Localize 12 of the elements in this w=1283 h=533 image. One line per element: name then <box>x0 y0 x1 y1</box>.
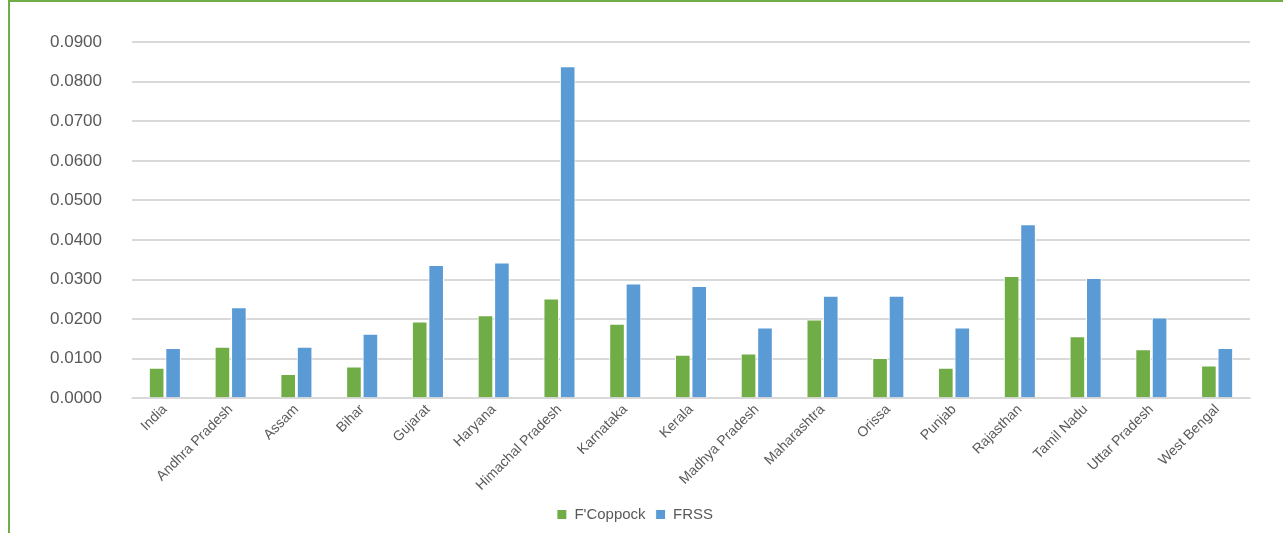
y-tick-label: 0.0900 <box>50 31 102 51</box>
y-tick-label: 0.0700 <box>50 111 102 131</box>
legend-label: FRSS <box>673 504 714 522</box>
y-tick-label: 0.0300 <box>50 269 102 289</box>
y-tick-label: 0.0500 <box>50 190 102 210</box>
y-tick-label: 0.0400 <box>50 229 102 249</box>
y-tick-label: 0.0800 <box>50 71 102 91</box>
legend-label: F'Coppock <box>574 504 647 522</box>
y-tick-label: 0.0600 <box>50 150 102 170</box>
y-tick-label: 0.0000 <box>50 387 102 407</box>
y-tick-label: 0.0100 <box>50 348 102 368</box>
y-tick-label: 0.0200 <box>50 308 102 328</box>
